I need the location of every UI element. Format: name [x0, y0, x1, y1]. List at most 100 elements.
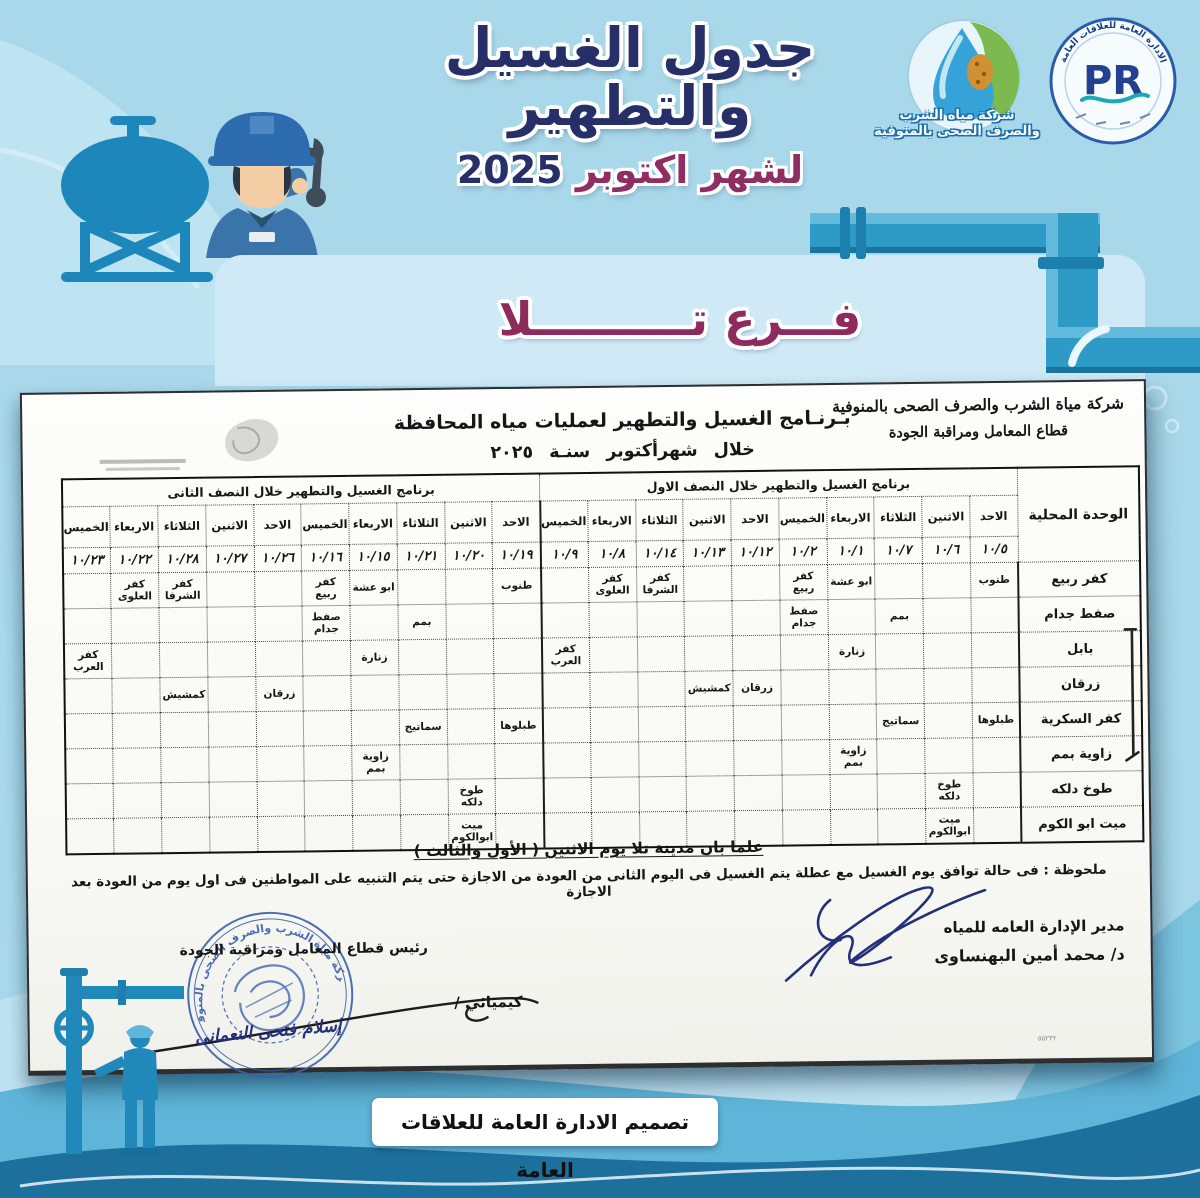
schedule-entry: كفر العرب	[63, 643, 113, 679]
empty-cell	[923, 632, 972, 669]
scan-corner-mark: ٥٥٢٣٢	[1037, 1034, 1057, 1043]
day-header: الاثنين	[921, 495, 971, 538]
empty-cell	[207, 676, 256, 713]
empty-cell	[637, 671, 686, 707]
empty-cell	[447, 743, 496, 780]
empty-cell	[445, 603, 494, 640]
date-cell: ١٠/١٩	[492, 542, 541, 569]
empty-cell	[828, 668, 877, 705]
schedule-entry: ابو عشة	[827, 563, 876, 600]
empty-cell	[829, 773, 878, 810]
empty-cell	[399, 779, 449, 815]
empty-cell	[683, 565, 733, 602]
empty-cell	[638, 776, 687, 812]
empty-cell	[303, 710, 352, 746]
schedule-entry: سماتيج	[876, 703, 925, 739]
empty-cell	[970, 597, 1019, 633]
day-header: الاحد	[253, 503, 302, 546]
day-header: الاحد	[730, 498, 780, 540]
empty-cell	[254, 605, 303, 642]
empty-cell	[972, 737, 1021, 773]
credit-banner: تصميم الادارة العامة للعلاقات العامة	[372, 1098, 718, 1182]
day-header: الاثنين	[683, 498, 732, 541]
empty-cell	[112, 747, 162, 784]
signature-right-title: مدير الإدارة العامه للمياه	[943, 916, 1125, 937]
empty-cell	[304, 780, 353, 816]
date-cell: ١٠/٨	[588, 540, 637, 568]
empty-cell	[971, 632, 1020, 668]
schedule-entry: كفر ربيع	[779, 564, 828, 601]
empty-cell	[733, 705, 782, 741]
day-header: الاثنين	[205, 504, 254, 547]
empty-cell	[399, 744, 448, 780]
empty-cell	[543, 777, 592, 814]
schedule-entry: طبلوها	[494, 708, 543, 744]
empty-cell	[684, 600, 733, 637]
date-cell: ١٠/١٦	[301, 544, 350, 571]
empty-cell	[923, 667, 973, 704]
schedule-entry: صفط جدام	[779, 599, 829, 636]
date-cell: ١٠/٢٦	[253, 544, 302, 572]
empty-cell	[112, 712, 161, 749]
day-header: الاربعاء	[826, 496, 875, 539]
empty-cell	[875, 633, 924, 669]
empty-cell	[590, 706, 639, 743]
schedule-entry: طبلوها	[972, 702, 1021, 738]
empty-cell	[589, 636, 638, 673]
empty-cell	[398, 674, 447, 710]
schedule-table: الوحدة المحلية برنامج الغسيل والتطهير خل…	[60, 465, 1145, 856]
date-cell: ١٠/١٢	[731, 539, 780, 566]
empty-cell	[493, 638, 542, 674]
empty-cell	[159, 642, 208, 678]
empty-cell	[161, 782, 210, 818]
date-cell: ١٠/٦	[922, 536, 971, 564]
manager-signature-mark	[784, 886, 987, 982]
empty-cell	[590, 776, 640, 813]
schedule-entry: كفر الشرفا	[158, 572, 207, 608]
date-cell: ١٠/١٥	[349, 543, 398, 571]
empty-cell	[588, 601, 638, 638]
poster-title: جدول الغسيل والتطهير	[444, 16, 816, 138]
schedule-entry: صفط جدام	[302, 605, 351, 641]
branch-banner	[215, 255, 1145, 386]
schedule-entry: زرقان	[732, 670, 782, 706]
schedule-entry: زنارة	[828, 633, 877, 670]
document-title: بـرنـامج الغسيل والتطهير لعمليات مياه ال…	[393, 406, 851, 464]
empty-cell	[111, 642, 160, 679]
branch-title: فـــرع تــــــــــلا	[498, 292, 862, 346]
signature-right-block: مدير الإدارة العامه للمياه د/ محمد أمين …	[804, 916, 1125, 967]
schedule-entry: بمم	[875, 598, 924, 634]
empty-cell	[494, 673, 543, 709]
signature-left-title: رئيس قطاع المعامل ومراقبة الجودة	[179, 939, 428, 959]
empty-cell	[972, 772, 1022, 808]
schedule-entry: كفر العرب	[541, 637, 590, 674]
empty-cell	[398, 639, 447, 675]
signature-left-block: شركة مياة الشرب والصرف الصحى بالمنوفية ر…	[138, 879, 580, 1078]
empty-cell	[540, 602, 590, 639]
empty-cell	[446, 673, 495, 710]
empty-cell	[63, 608, 112, 644]
pr-logo-icon: الادارة العامة للعلاقات العامة PR	[1049, 17, 1177, 145]
date-cell: ١٠/٧	[874, 537, 923, 564]
day-header: الثلاثاء	[874, 496, 923, 538]
schedule-entry: بمم	[397, 604, 446, 640]
empty-cell	[827, 598, 876, 635]
empty-cell	[64, 713, 113, 749]
empty-cell	[112, 677, 161, 714]
empty-cell	[63, 573, 112, 609]
empty-cell	[208, 711, 257, 748]
empty-cell	[254, 570, 303, 607]
empty-cell	[781, 774, 831, 811]
date-cell: ١٠/٢٢	[110, 546, 159, 574]
date-cell: ١٠/٢١	[396, 543, 446, 570]
plumber-with-valve-icon	[54, 968, 184, 1156]
chemist-signature-mark	[138, 997, 539, 1055]
schedule-entry: زاوية بمم	[829, 738, 878, 775]
date-cell: ١٠/٥	[970, 536, 1019, 563]
schedule-entry: كفر العلوى	[110, 572, 160, 609]
faded-stamp-icon	[99, 419, 279, 471]
signature-left-role: كيميائي /	[454, 992, 523, 1012]
schedule-entry: ابو عشة	[349, 569, 398, 606]
empty-cell	[159, 607, 208, 643]
